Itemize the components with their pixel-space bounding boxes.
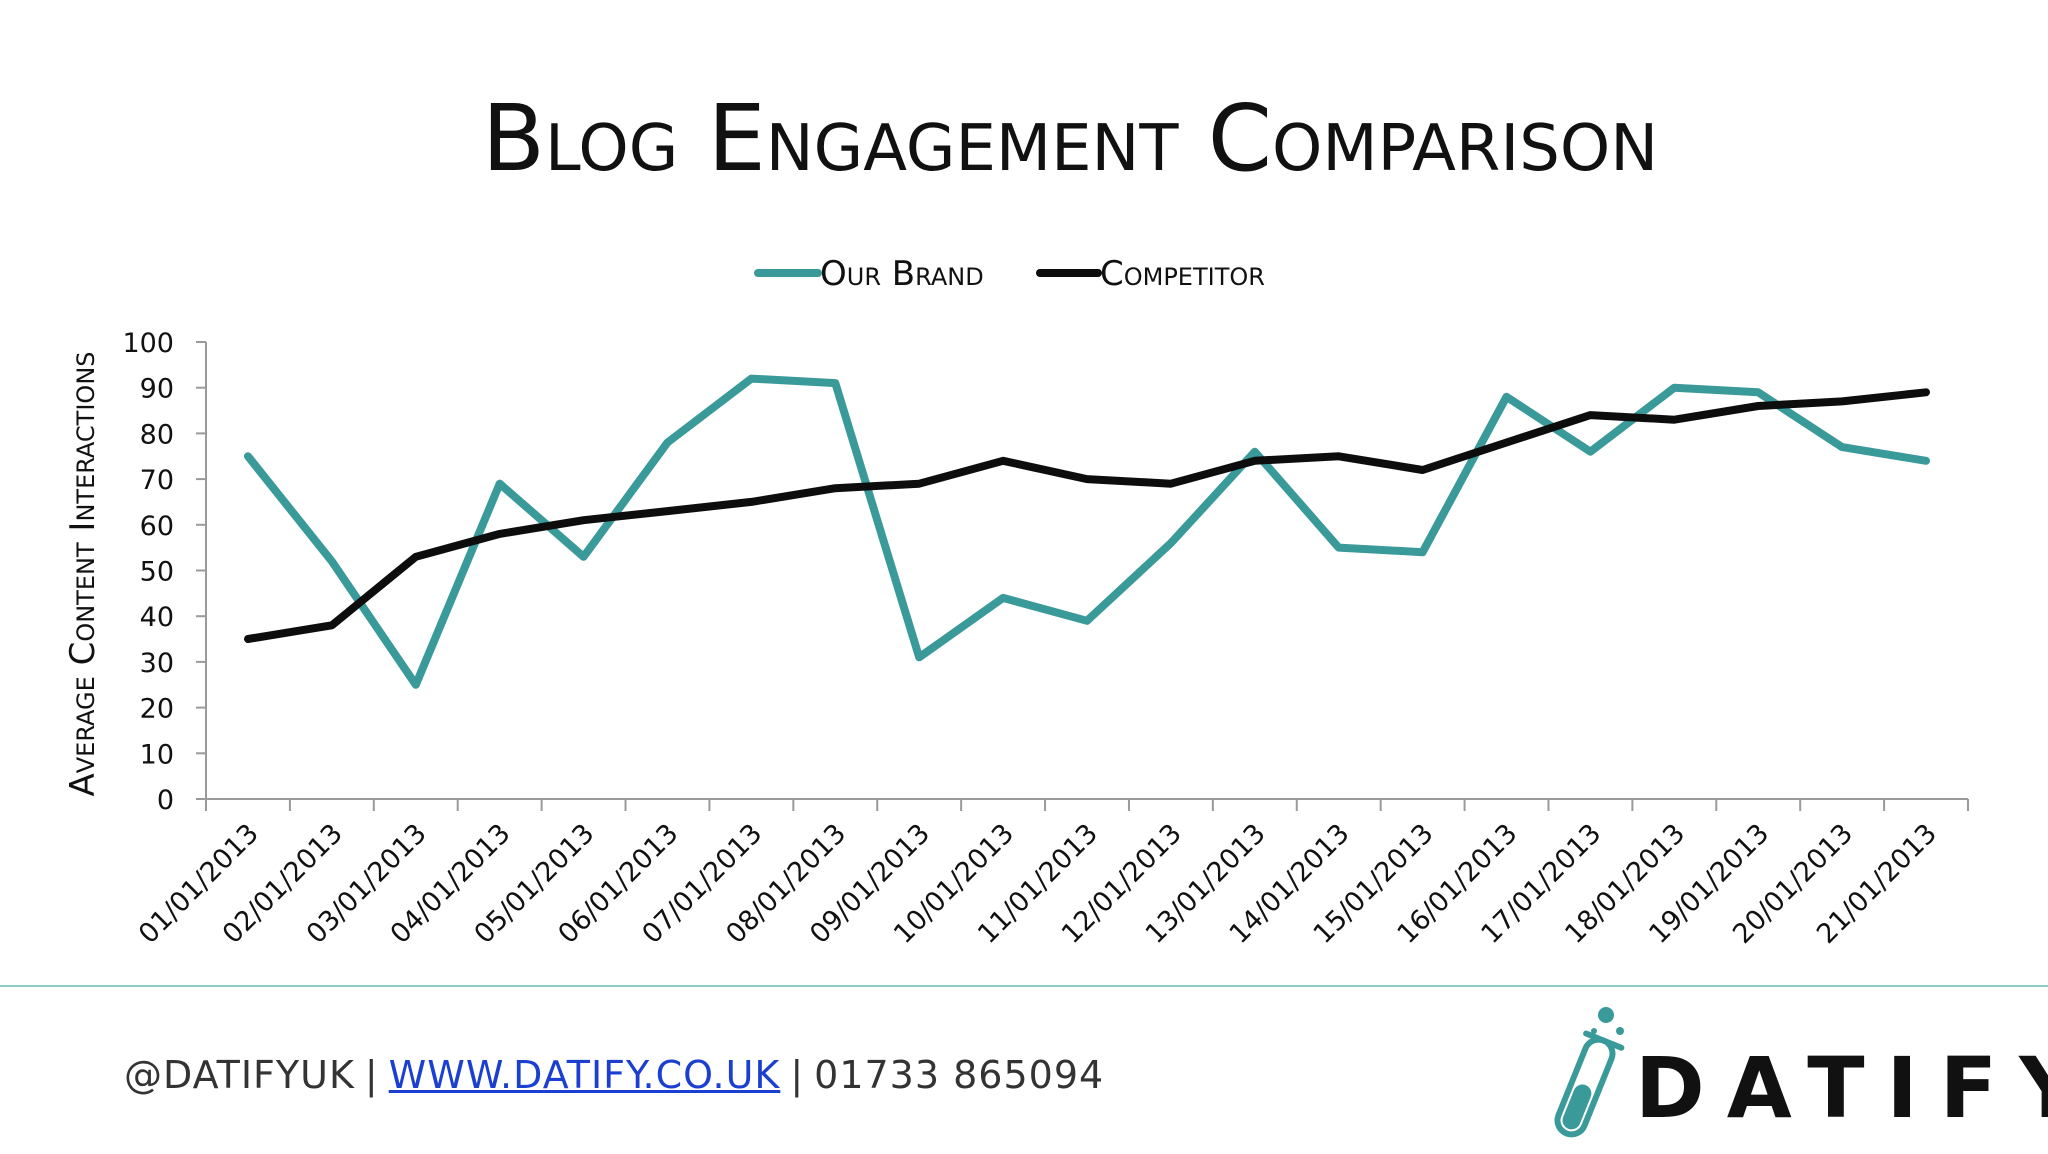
y-tick-label: 40 [140,602,174,633]
y-tick-label: 80 [140,419,174,450]
series-layer [248,378,1926,684]
y-tick-label: 50 [140,557,174,588]
footer-contact: @DATIFYUK|WWW.DATIFY.CO.UK|01733 865094 [124,1053,1104,1097]
legend-label-our-brand: Our Brand [820,254,984,294]
footer-separator: | [790,1053,804,1097]
y-tick-label: 70 [140,465,174,496]
logo-wordmark: DATIFY [1635,1039,2048,1137]
y-tick-label: 60 [140,511,174,542]
test-tube-icon [1540,997,1630,1147]
datify-logo: DATIFY [1540,997,2040,1147]
legend-label-competitor: Competitor [1100,254,1265,294]
series-line-competitor [248,392,1926,639]
y-tick-label: 30 [140,648,174,679]
y-tick-label: 0 [157,785,174,816]
footer: @DATIFYUK|WWW.DATIFY.CO.UK|01733 865094 … [0,985,2048,1154]
y-tick-label: 20 [140,694,174,725]
axes: 010203040506070809010001/01/201302/01/20… [122,328,1968,950]
chart-title: Blog Engagement Comparison [482,85,1658,192]
y-tick-label: 100 [122,328,174,359]
phone-number: 01733 865094 [814,1053,1104,1097]
y-axis-label: Average Content Interactions [63,351,103,796]
footer-separator: | [365,1053,379,1097]
legend: Our Brand Competitor [758,254,1265,294]
line-chart: Blog Engagement Comparison Our Brand Com… [0,0,2048,985]
website-link[interactable]: WWW.DATIFY.CO.UK [389,1053,781,1097]
social-handle: @DATIFYUK [124,1053,355,1097]
y-tick-label: 90 [140,374,174,405]
y-tick-label: 10 [140,739,174,770]
